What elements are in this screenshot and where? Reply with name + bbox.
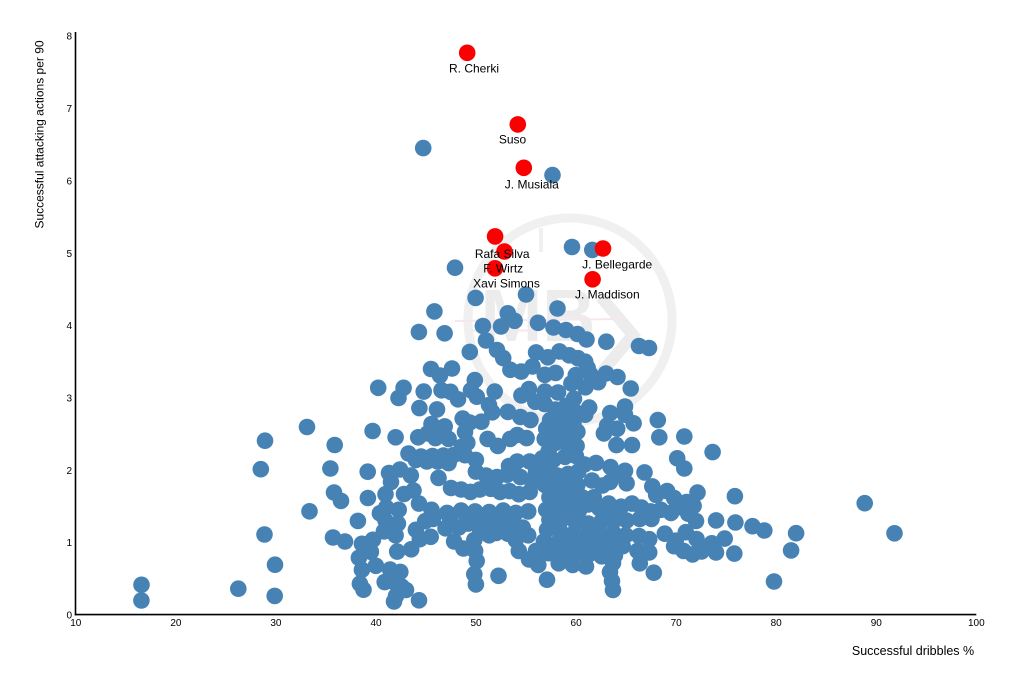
svg-text:100: 100 [968, 618, 985, 629]
svg-text:7: 7 [66, 104, 72, 115]
svg-text:J. Musiala: J. Musiala [505, 177, 559, 191]
svg-text:50: 50 [470, 618, 482, 629]
svg-text:90: 90 [871, 618, 883, 629]
svg-text:40: 40 [370, 618, 382, 629]
svg-text:30: 30 [270, 618, 282, 629]
svg-text:10: 10 [70, 618, 82, 629]
svg-text:0: 0 [66, 611, 72, 622]
svg-text:4: 4 [66, 321, 72, 332]
svg-text:J. Bellegarde: J. Bellegarde [582, 258, 652, 272]
svg-text:R. Cherki: R. Cherki [449, 62, 499, 76]
svg-text:6: 6 [66, 176, 72, 187]
svg-text:70: 70 [671, 618, 683, 629]
svg-text:3: 3 [66, 394, 72, 405]
svg-text:Successful dribbles %: Successful dribbles % [852, 644, 974, 658]
svg-text:1: 1 [66, 538, 72, 549]
svg-text:60: 60 [571, 618, 583, 629]
svg-text:Suso: Suso [499, 133, 527, 147]
svg-text:Successful attacking actions p: Successful attacking actions per 90 [33, 40, 47, 228]
svg-text:8: 8 [66, 32, 72, 43]
svg-text:80: 80 [771, 618, 783, 629]
svg-text:20: 20 [170, 618, 182, 629]
svg-text:Rafa Silva: Rafa Silva [475, 247, 530, 261]
svg-text:J. Maddison: J. Maddison [575, 287, 640, 301]
svg-text:F. Wirtz: F. Wirtz [483, 261, 523, 275]
svg-text:Xavi Simons: Xavi Simons [473, 277, 540, 291]
svg-text:5: 5 [66, 249, 72, 260]
svg-text:2: 2 [66, 466, 72, 477]
